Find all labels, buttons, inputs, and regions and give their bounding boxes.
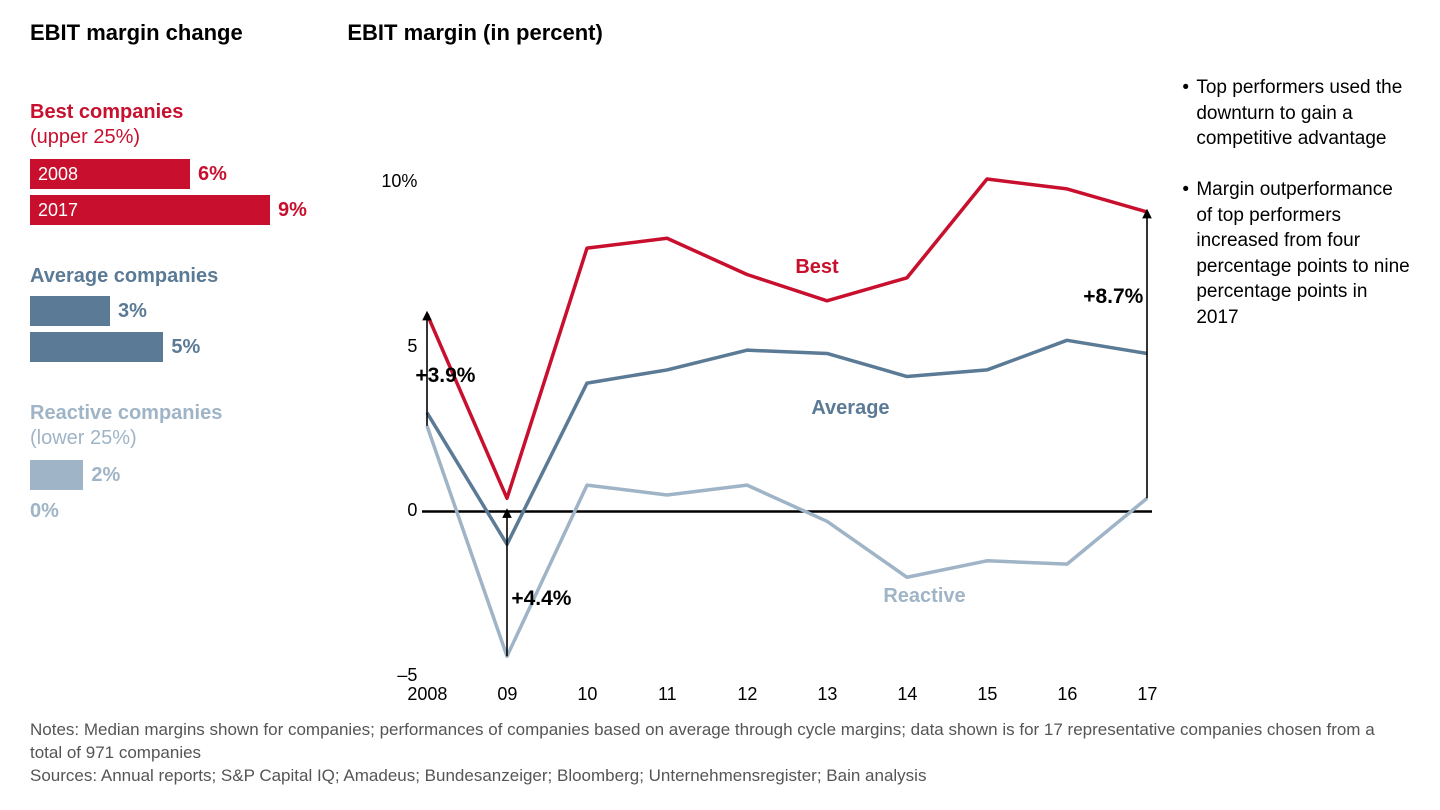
y-axis-tick: 0 — [367, 500, 417, 521]
bar-value-label: 2% — [91, 464, 120, 487]
bar-group: Best companies(upper 25%) 2008 6% 2017 9% — [30, 101, 327, 225]
bar-fill: 2008 — [30, 159, 190, 189]
series-label: Reactive — [883, 585, 965, 608]
bar-fill — [30, 460, 83, 490]
group-title: Average companies — [30, 265, 327, 288]
group-subtitle: (upper 25%) — [30, 126, 327, 149]
sources-text: Sources: Annual reports; S&P Capital IQ;… — [30, 765, 1410, 788]
bar-value-label: 5% — [171, 336, 200, 359]
y-axis-tick: –5 — [367, 665, 417, 686]
notes-text: Notes: Median margins shown for companie… — [30, 719, 1410, 765]
insight-bullet: Top performers used the downturn to gain… — [1182, 75, 1410, 152]
series-label: Best — [795, 256, 838, 279]
group-title: Best companies — [30, 101, 327, 124]
bar-value-label: 3% — [118, 300, 147, 323]
x-axis-tick: 15 — [957, 684, 1017, 705]
line-chart-svg — [367, 101, 1167, 691]
bar-fill: 2017 — [30, 195, 270, 225]
group-title: Reactive companies — [30, 402, 327, 425]
bar-row: 0% — [30, 496, 327, 526]
x-axis-tick: 2008 — [397, 684, 457, 705]
bar-value-label: 0% — [30, 500, 59, 523]
bar-fill — [30, 296, 110, 326]
left-title: EBIT margin change — [30, 20, 327, 46]
x-axis-tick: 12 — [717, 684, 777, 705]
delta-label: +4.4% — [511, 587, 571, 611]
x-axis-tick: 16 — [1037, 684, 1097, 705]
y-axis-tick: 10% — [367, 171, 417, 192]
bar-row: 2% — [30, 460, 327, 490]
footer-notes: Notes: Median margins shown for companie… — [30, 719, 1410, 788]
bar-fill — [30, 332, 163, 362]
x-axis-tick: 11 — [637, 684, 697, 705]
line-chart-panel: EBIT margin (in percent) 10%50–520080910… — [347, 20, 1167, 691]
bar-row: 2008 6% — [30, 159, 327, 189]
bar-group: Reactive companies(lower 25%) 2% 0% — [30, 402, 327, 526]
bar-value-label: 6% — [198, 163, 227, 186]
series-label: Average — [811, 397, 889, 420]
bar-row: 5% — [30, 332, 327, 362]
chart-title: EBIT margin (in percent) — [347, 20, 1167, 46]
x-axis-tick: 14 — [877, 684, 937, 705]
y-axis-tick: 5 — [367, 336, 417, 357]
bar-group: Average companies 3% 5% — [30, 265, 327, 362]
left-bar-panel: EBIT margin change Best companies(upper … — [30, 20, 347, 691]
bar-row: 3% — [30, 296, 327, 326]
x-axis-tick: 13 — [797, 684, 857, 705]
x-axis-tick: 17 — [1117, 684, 1177, 705]
delta-label: +8.7% — [1083, 285, 1143, 309]
insight-bullet: Margin outperformance of top performers … — [1182, 177, 1410, 331]
x-axis-tick: 09 — [477, 684, 537, 705]
bar-row: 2017 9% — [30, 195, 327, 225]
delta-label: +3.9% — [415, 364, 475, 388]
x-axis-tick: 10 — [557, 684, 617, 705]
bar-value-label: 9% — [278, 199, 307, 222]
insights-panel: Top performers used the downturn to gain… — [1167, 20, 1410, 691]
group-subtitle: (lower 25%) — [30, 427, 327, 450]
